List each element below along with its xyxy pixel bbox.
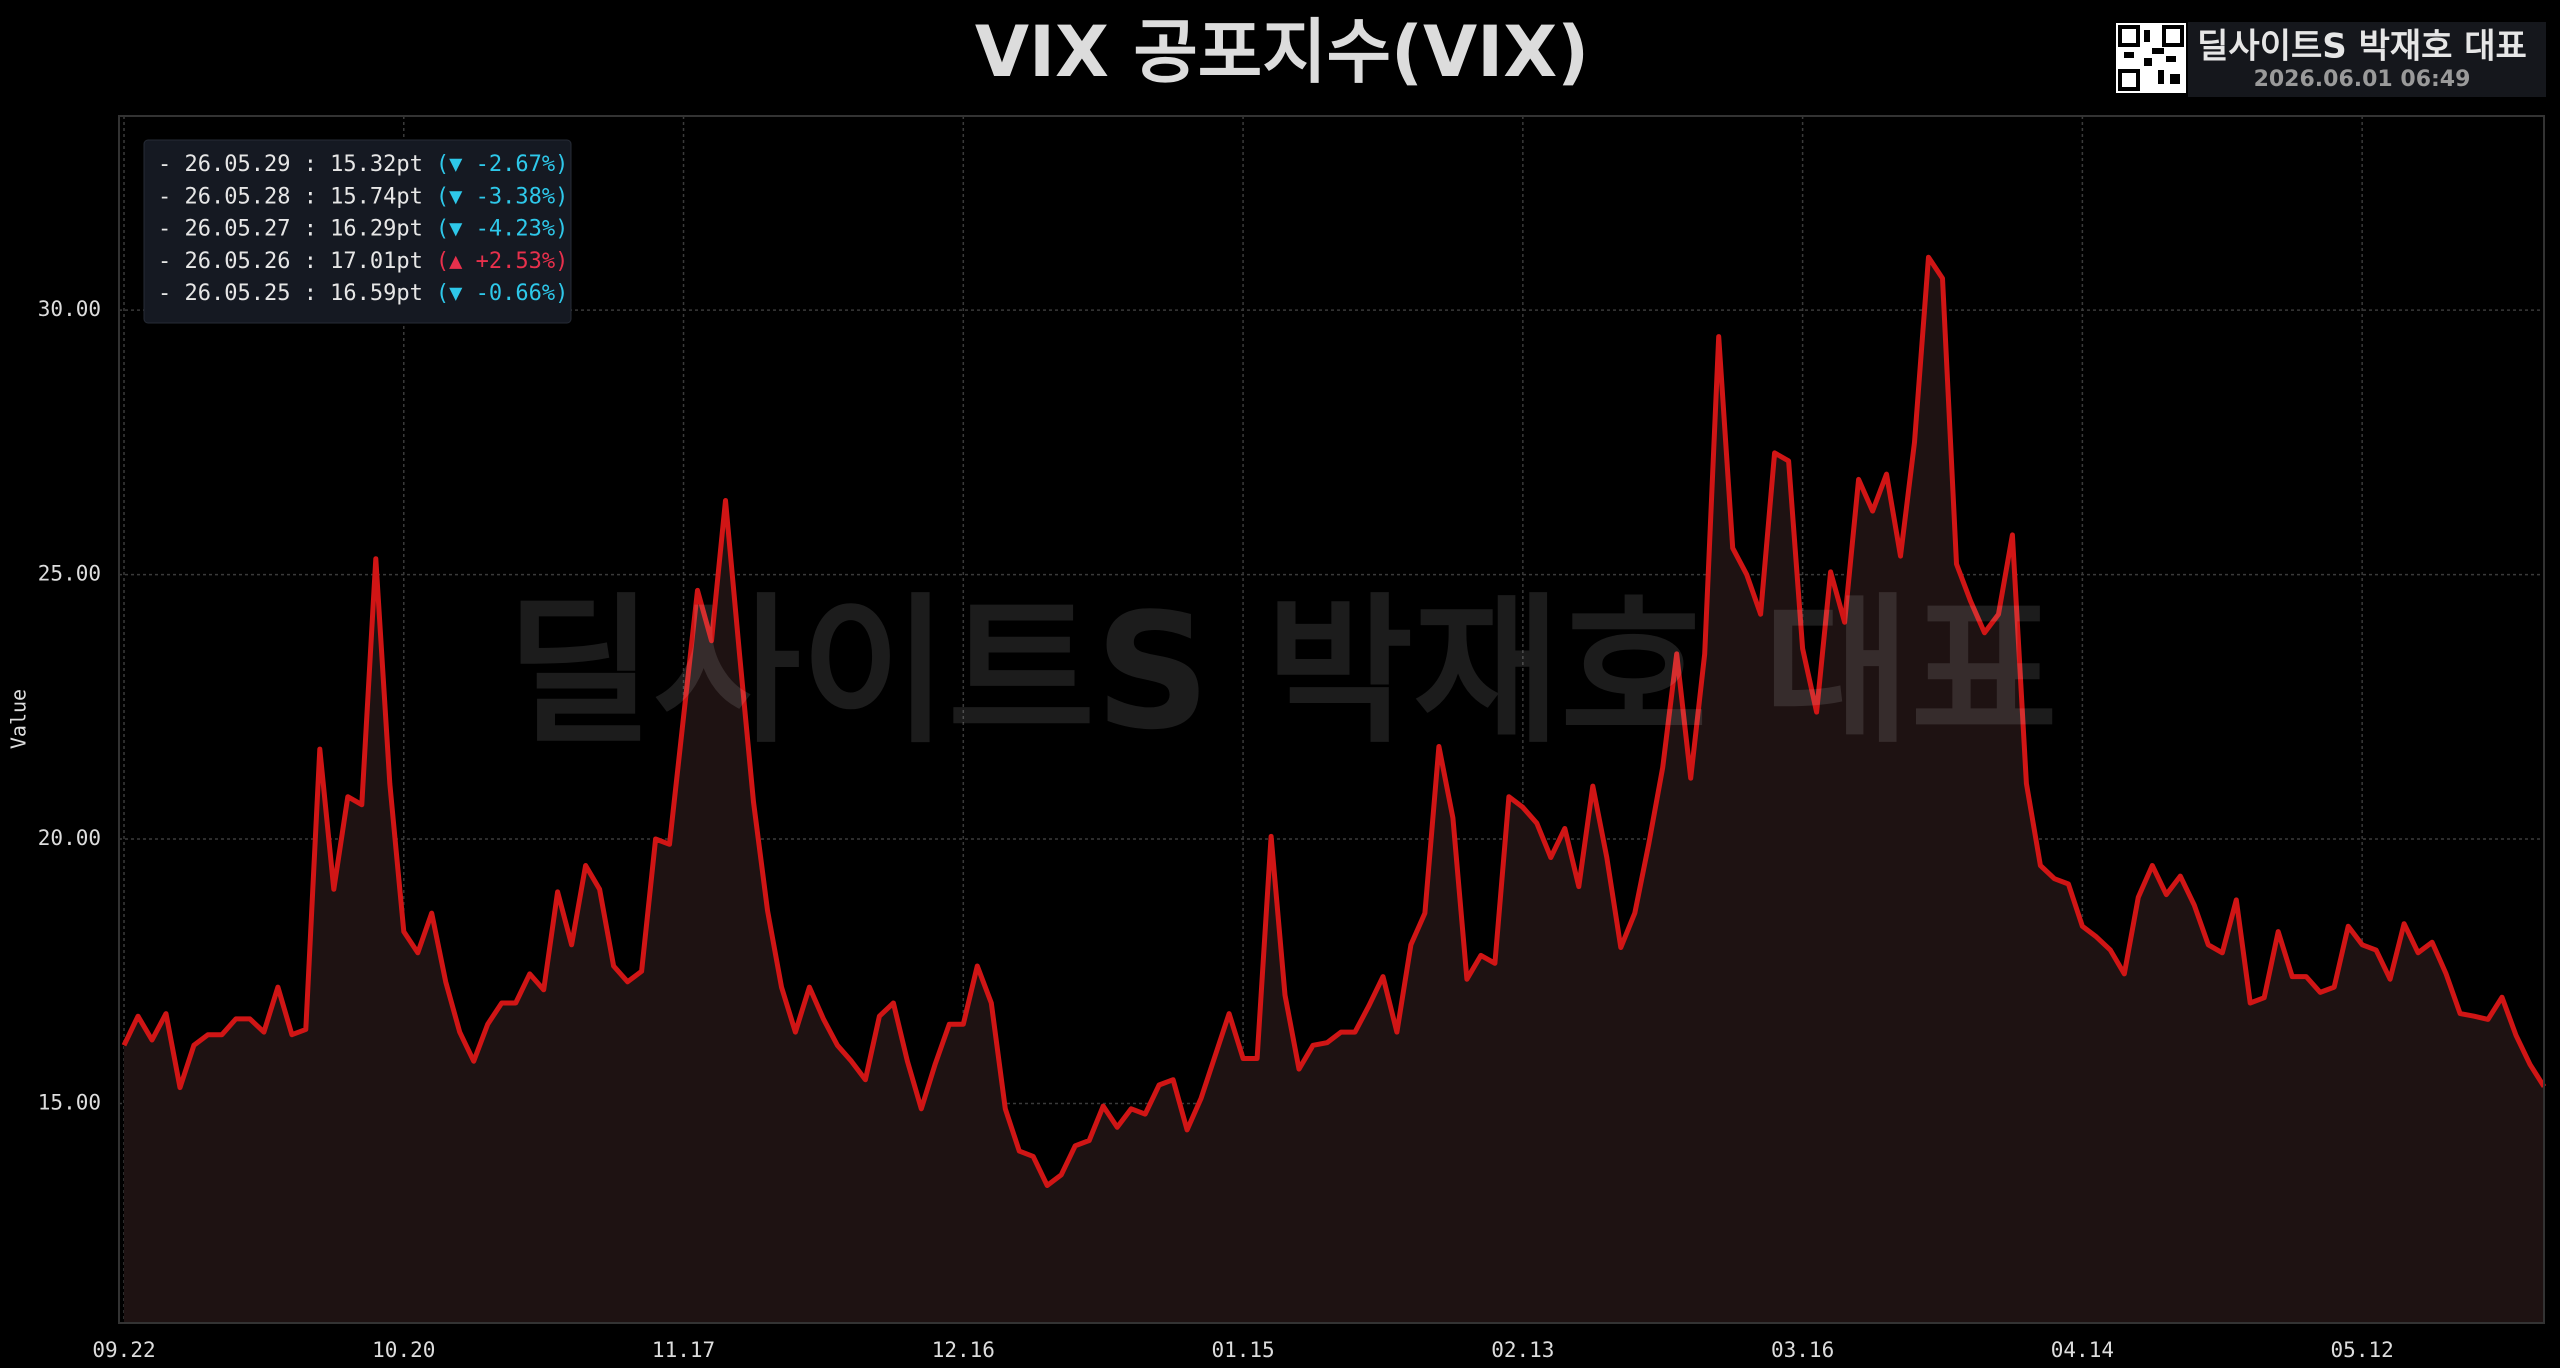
plot-frame: [118, 115, 2545, 1324]
qr-code: [2116, 23, 2186, 93]
info-text: - 26.05.29 : 15.32pt: [158, 152, 423, 177]
y-tick-label: 20.00: [38, 826, 101, 850]
brand-timestamp: 2026.06.01 06:49: [2254, 67, 2471, 92]
info-line: - 26.05.28 : 15.74pt (▼ -3.38%): [158, 184, 568, 209]
info-text: - 26.05.28 : 15.74pt: [158, 184, 423, 209]
info-change: (▼ -3.38%): [436, 184, 568, 209]
y-tick-label: 25.00: [38, 562, 101, 586]
x-tick-label: 02.13: [1491, 1338, 1554, 1362]
info-line: - 26.05.25 : 16.59pt (▼ -0.66%): [158, 281, 568, 306]
x-tick-label: 10.20: [372, 1338, 435, 1362]
x-tick-label: 01.15: [1211, 1338, 1274, 1362]
brand-box: [2188, 22, 2546, 97]
x-tick-label: 05.12: [2331, 1338, 2394, 1362]
x-tick-label: 09.22: [92, 1338, 155, 1362]
brand-name: 딜사이트S 박재호 대표: [2197, 27, 2527, 67]
info-box: [143, 139, 572, 324]
info-change: (▲ +2.53%): [436, 249, 568, 274]
x-tick-label: 04.14: [2051, 1338, 2114, 1362]
info-text: - 26.05.25 : 16.59pt: [158, 281, 423, 306]
info-text: - 26.05.26 : 17.01pt: [158, 249, 423, 274]
info-line: - 26.05.29 : 15.32pt (▼ -2.67%): [158, 152, 568, 177]
chart-title: VIX 공포지수(VIX): [975, 11, 1589, 93]
x-tick-label: 12.16: [932, 1338, 995, 1362]
info-change: (▼ -2.67%): [436, 152, 568, 177]
info-text: - 26.05.27 : 16.29pt: [158, 217, 423, 242]
info-line: - 26.05.26 : 17.01pt (▲ +2.53%): [158, 249, 568, 274]
info-lines: - 26.05.29 : 15.32pt (▼ -2.67%) - 26.05.28…: [158, 152, 568, 306]
x-tick-label: 11.17: [652, 1338, 715, 1362]
y-axis-label: Value: [7, 689, 31, 749]
info-change: (▼ -0.66%): [436, 281, 568, 306]
line: [121, 254, 2547, 1188]
y-tick-label: 15.00: [38, 1090, 101, 1114]
watermark: 딜사이트S 박재호 대표: [506, 578, 2057, 765]
info-change: (▼ -4.23%): [436, 217, 568, 242]
x-tick-label: 03.16: [1771, 1338, 1834, 1362]
area: [124, 257, 2544, 1324]
info-line: - 26.05.27 : 16.29pt (▼ -4.23%): [158, 217, 568, 242]
y-tick-label: 30.00: [38, 297, 101, 321]
